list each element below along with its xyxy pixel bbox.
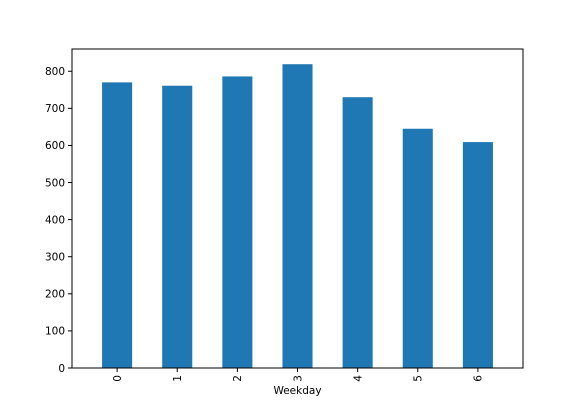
bar-5 xyxy=(402,128,433,368)
x-tick-label: 2 xyxy=(232,375,244,382)
bar-0 xyxy=(102,82,133,368)
bar-3 xyxy=(282,64,313,369)
y-tick-label: 600 xyxy=(45,140,65,152)
y-tick-label: 0 xyxy=(58,363,65,375)
bar-6 xyxy=(462,142,493,368)
bars-group xyxy=(102,64,493,369)
x-axis: 0 1 2 3 4 5 6 xyxy=(112,368,485,382)
x-tick-label: 1 xyxy=(172,375,184,382)
y-tick-label: 800 xyxy=(45,66,65,78)
x-tick-label: 5 xyxy=(413,375,425,382)
y-tick-label: 400 xyxy=(45,214,65,226)
bar-1 xyxy=(162,85,193,368)
y-axis: 0 100 200 300 400 500 600 700 800 xyxy=(45,66,72,375)
y-tick-label: 200 xyxy=(45,289,65,301)
y-tick-label: 500 xyxy=(45,177,65,189)
y-tick-label: 100 xyxy=(45,326,65,338)
x-axis-label: Weekday xyxy=(273,385,321,397)
y-tick-label: 300 xyxy=(45,252,65,264)
x-tick-label: 6 xyxy=(473,375,485,382)
bar-2 xyxy=(222,76,253,368)
x-tick-label: 3 xyxy=(292,375,304,382)
bar-4 xyxy=(342,97,373,368)
y-tick-label: 700 xyxy=(45,103,65,115)
x-tick-label: 0 xyxy=(112,375,124,382)
x-tick-label: 4 xyxy=(352,375,364,382)
